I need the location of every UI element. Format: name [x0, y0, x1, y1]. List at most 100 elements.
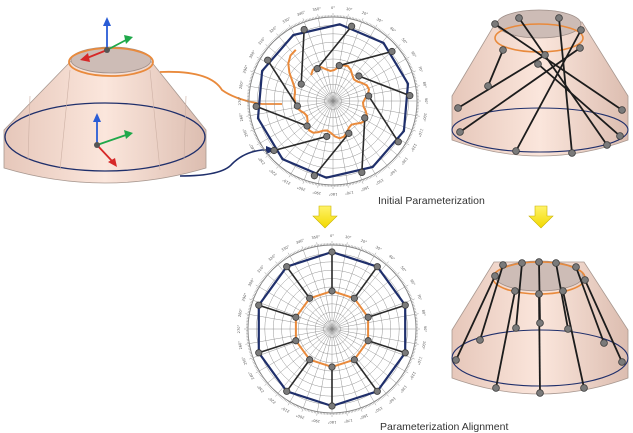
tick-mark — [267, 385, 270, 387]
tick-mark — [301, 20, 304, 23]
tick-mark — [294, 251, 296, 254]
tick-mark — [357, 408, 359, 411]
tick-mark — [260, 146, 263, 149]
node-point — [355, 72, 363, 80]
tick-mark — [399, 151, 402, 153]
tick-mark — [279, 33, 282, 35]
tick-mark — [365, 405, 368, 408]
tick-mark — [346, 411, 348, 416]
tick-mark — [414, 343, 419, 345]
angle-tick-label: 20° — [361, 11, 369, 17]
tick-mark — [256, 138, 259, 141]
tick-mark — [388, 391, 390, 394]
caption-parameterization-alignment: Parameterization Alignment — [380, 421, 508, 433]
tick-mark — [404, 56, 407, 58]
tick-mark — [253, 364, 256, 366]
grid-spoke — [259, 286, 333, 330]
tick-mark — [306, 19, 308, 22]
angle-tick-label: 70° — [417, 66, 423, 74]
caption-initial-parameterization: Initial Parameterization — [378, 195, 485, 207]
tick-mark — [368, 22, 370, 25]
tick-mark — [259, 145, 262, 147]
tick-mark — [283, 169, 285, 172]
tick-mark — [316, 411, 318, 416]
connector-line — [286, 359, 311, 392]
tick-mark — [378, 398, 381, 401]
tick-mark — [245, 343, 250, 345]
tick-mark — [296, 250, 299, 253]
tick-mark — [360, 246, 363, 251]
tick-mark — [271, 268, 273, 270]
tick-mark — [389, 36, 391, 39]
tick-mark — [296, 405, 299, 408]
node-point — [306, 294, 314, 302]
tick-mark — [394, 385, 397, 387]
grid-spoke — [289, 256, 333, 330]
tick-mark — [413, 77, 416, 79]
tick-mark — [382, 168, 384, 171]
grid-spoke — [332, 36, 388, 102]
tick-mark — [354, 246, 356, 249]
grid-spoke — [278, 100, 334, 166]
tick-mark — [391, 161, 393, 164]
angle-tick-label: 160° — [360, 185, 370, 192]
grid-spoke — [331, 256, 375, 330]
tick-mark — [255, 288, 258, 290]
tick-mark — [375, 400, 377, 403]
node-point — [313, 65, 321, 73]
frustum-top-right — [451, 9, 629, 157]
tick-mark — [361, 407, 364, 410]
tick-mark — [299, 178, 301, 181]
tick-mark — [395, 272, 398, 275]
tick-mark — [250, 300, 253, 302]
tick-mark — [391, 388, 393, 390]
connector-line — [300, 29, 305, 85]
tick-mark — [251, 297, 254, 300]
tick-mark — [373, 174, 375, 177]
tick-mark — [389, 163, 391, 166]
tick-mark — [408, 63, 411, 65]
tick-mark — [405, 287, 408, 289]
tick-mark — [364, 178, 366, 181]
tick-mark — [384, 394, 387, 396]
tick-mark — [269, 269, 272, 271]
grid-spoke — [331, 274, 397, 330]
tick-mark — [287, 172, 289, 175]
tick-mark — [287, 400, 289, 403]
tick-mark — [373, 252, 377, 257]
tick-mark — [283, 398, 286, 401]
angle-tick-label: 130° — [399, 384, 408, 393]
tick-mark — [408, 293, 411, 296]
connector-line — [353, 359, 378, 392]
node-point — [306, 356, 314, 364]
tick-mark — [412, 128, 415, 130]
tick-mark — [399, 47, 401, 50]
angle-tick-label: 230° — [257, 156, 266, 165]
angle-tick-label: 310° — [257, 36, 266, 45]
connector-line — [353, 266, 378, 299]
node-point — [345, 129, 353, 137]
tick-mark — [404, 370, 409, 374]
tick-mark — [256, 142, 261, 146]
tick-mark — [268, 270, 271, 272]
tick-mark — [411, 70, 416, 73]
tick-mark — [263, 379, 266, 381]
tick-mark — [306, 246, 308, 249]
tick-mark — [267, 271, 270, 273]
tick-mark — [277, 394, 280, 396]
tick-mark — [283, 30, 285, 33]
tick-mark — [250, 123, 253, 125]
node-point — [283, 263, 291, 271]
tick-mark — [353, 410, 355, 413]
tick-mark — [383, 395, 386, 397]
tick-mark — [308, 409, 310, 412]
angle-tick-label: 60° — [410, 51, 417, 59]
node-point — [358, 168, 366, 176]
frustum-left — [3, 17, 207, 184]
tick-mark — [389, 265, 391, 268]
tick-mark — [282, 168, 284, 171]
tick-mark — [410, 298, 415, 301]
tick-mark — [398, 380, 400, 383]
tick-mark — [280, 395, 282, 398]
tick-mark — [376, 27, 378, 30]
